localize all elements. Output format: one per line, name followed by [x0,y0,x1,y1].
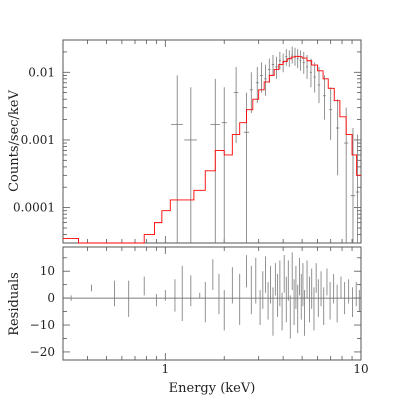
data-point [255,66,259,104]
data-point [323,75,326,120]
data-point [275,56,278,79]
data-point [291,46,294,64]
tick-labels: 0.0001 0.001 0.01 10 0 −10 −20 1 10 [13,65,369,376]
data-point [184,87,197,243]
y-tick-label: −10 [30,318,55,332]
data-point [302,51,305,74]
data-point [260,62,263,93]
data-point [249,72,253,114]
y-tick-label: 0.0001 [13,201,55,215]
y-axis-title-top: Counts/sec/keV [7,90,22,192]
data-point [271,55,275,76]
spectrum-data-points [171,46,360,243]
spectrum-axis-ticks [62,39,362,244]
x-tick-label: 10 [353,362,368,376]
data-point [296,49,299,69]
data-point [335,99,340,176]
data-point [221,87,227,243]
spectrum-panel-frame [62,39,362,244]
residuals-axis-ticks [62,247,362,360]
y-axis-title-bottom: Residuals [7,272,22,336]
data-point [299,50,302,71]
y-tick-label: −20 [30,345,55,359]
data-point [313,62,316,93]
data-point [285,49,288,66]
residuals-panel [62,246,362,361]
residuals-panel-frame [62,246,362,361]
y-tick-label: 0 [47,291,55,305]
data-point [171,75,183,243]
data-point [355,134,360,243]
data-point [264,64,267,96]
data-point [233,66,239,144]
y-tick-label: 0.01 [28,65,55,79]
y-tick-label: 0.001 [21,133,55,147]
y-tick-label: 10 [40,264,55,278]
data-point [350,128,356,243]
data-point [278,51,281,70]
data-point [317,66,321,104]
data-point [329,87,333,140]
x-axis-title: Energy (keV) [169,381,256,396]
data-point [309,58,313,88]
x-tick-label: 1 [161,362,169,376]
model-curve [63,55,361,244]
residual-bars [70,252,360,339]
spectrum-panel [62,39,362,244]
